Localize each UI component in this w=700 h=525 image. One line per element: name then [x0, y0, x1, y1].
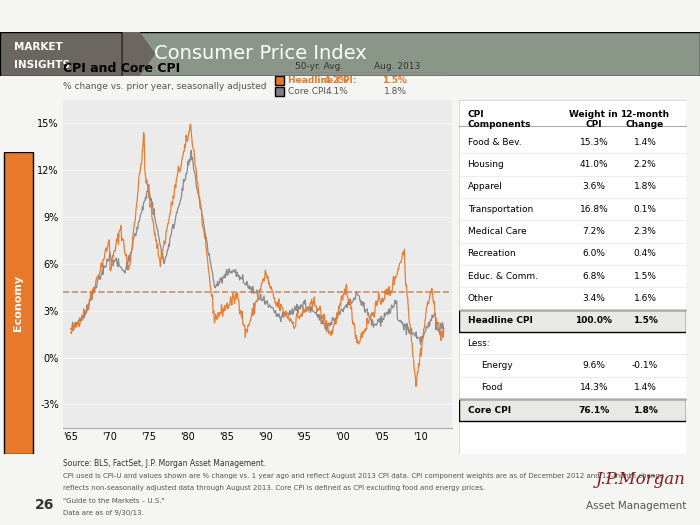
Text: 41.0%: 41.0% — [580, 160, 608, 169]
Text: Food: Food — [482, 383, 503, 392]
Text: Headline CPI:: Headline CPI: — [288, 76, 357, 85]
Text: Core CPI:: Core CPI: — [288, 87, 329, 97]
Text: 0.1%: 0.1% — [634, 205, 657, 214]
Text: 26: 26 — [35, 498, 55, 512]
Text: 1.4%: 1.4% — [634, 383, 657, 392]
Text: J.P.Morgan: J.P.Morgan — [596, 471, 686, 488]
Text: 100.0%: 100.0% — [575, 316, 612, 325]
Text: CPI: CPI — [585, 120, 602, 129]
Text: 9.6%: 9.6% — [582, 361, 606, 370]
Text: 6.8%: 6.8% — [582, 271, 606, 280]
Text: Source: BLS, FactSet, J.P. Morgan Asset Management.: Source: BLS, FactSet, J.P. Morgan Asset … — [63, 459, 266, 468]
Text: 6.0%: 6.0% — [582, 249, 606, 258]
FancyBboxPatch shape — [458, 310, 686, 332]
Text: % change vs. prior year, seasonally adjusted: % change vs. prior year, seasonally adju… — [63, 82, 267, 91]
Text: Core CPI: Core CPI — [468, 405, 511, 415]
Text: 1.8%: 1.8% — [634, 182, 657, 191]
Text: CPI and Core CPI: CPI and Core CPI — [63, 62, 180, 75]
Text: 15.3%: 15.3% — [580, 138, 608, 146]
Text: -0.1%: -0.1% — [632, 361, 658, 370]
Text: 4.1%: 4.1% — [326, 87, 349, 97]
Text: 1.4%: 1.4% — [634, 138, 657, 146]
Text: Consumer Price Index: Consumer Price Index — [154, 44, 367, 64]
Text: Energy: Energy — [482, 361, 513, 370]
Text: 1.5%: 1.5% — [633, 316, 657, 325]
Text: Data are as of 9/30/13.: Data are as of 9/30/13. — [63, 510, 144, 516]
Text: 3.6%: 3.6% — [582, 182, 606, 191]
Text: MARKET: MARKET — [14, 42, 63, 52]
Text: Educ. & Comm.: Educ. & Comm. — [468, 271, 538, 280]
Text: Headline CPI: Headline CPI — [468, 316, 533, 325]
Text: Other: Other — [468, 294, 493, 303]
Text: 3.4%: 3.4% — [582, 294, 606, 303]
Text: 0.4%: 0.4% — [634, 249, 657, 258]
Text: Aug. 2013: Aug. 2013 — [374, 62, 420, 71]
Text: 7.2%: 7.2% — [582, 227, 606, 236]
FancyArrow shape — [122, 29, 155, 78]
Text: 12-month: 12-month — [620, 110, 670, 119]
FancyBboxPatch shape — [458, 399, 686, 421]
FancyBboxPatch shape — [0, 32, 122, 76]
FancyBboxPatch shape — [458, 100, 686, 454]
Text: 76.1%: 76.1% — [578, 405, 610, 415]
Text: Housing: Housing — [468, 160, 504, 169]
Text: 1.5%: 1.5% — [634, 271, 657, 280]
Text: 1.8%: 1.8% — [633, 405, 657, 415]
FancyBboxPatch shape — [122, 32, 700, 76]
Text: 4.2%: 4.2% — [323, 76, 349, 85]
Text: Food & Bev.: Food & Bev. — [468, 138, 522, 146]
Text: 50-yr. Avg.: 50-yr. Avg. — [295, 62, 344, 71]
Text: Apparel: Apparel — [468, 182, 503, 191]
Text: CPI: CPI — [468, 110, 484, 119]
Text: INSIGHTS: INSIGHTS — [14, 60, 70, 70]
Text: 1.5%: 1.5% — [382, 76, 407, 85]
Text: Weight in: Weight in — [570, 110, 618, 119]
Text: 16.8%: 16.8% — [580, 205, 608, 214]
Text: Recreation: Recreation — [468, 249, 516, 258]
Text: "Guide to the Markets – U.S.": "Guide to the Markets – U.S." — [63, 498, 164, 503]
Text: 14.3%: 14.3% — [580, 383, 608, 392]
Text: 2.2%: 2.2% — [634, 160, 657, 169]
Text: Less:: Less: — [468, 339, 490, 348]
Text: Medical Care: Medical Care — [468, 227, 526, 236]
Text: 1.8%: 1.8% — [384, 87, 407, 97]
FancyBboxPatch shape — [274, 87, 284, 97]
Text: Components: Components — [468, 120, 531, 129]
Text: 2.3%: 2.3% — [634, 227, 657, 236]
Text: Transportation: Transportation — [468, 205, 533, 214]
Text: reflects non-seasonally adjusted data through August 2013. Core CPI is defined a: reflects non-seasonally adjusted data th… — [63, 486, 485, 491]
Text: 1.6%: 1.6% — [634, 294, 657, 303]
Text: Change: Change — [626, 120, 664, 129]
Text: Asset Management: Asset Management — [586, 501, 686, 511]
Text: CPI used is CPI-U and values shown are % change vs. 1 year ago and reflect Augus: CPI used is CPI-U and values shown are %… — [63, 473, 664, 479]
Text: Economy: Economy — [13, 275, 22, 331]
FancyBboxPatch shape — [4, 152, 34, 454]
FancyBboxPatch shape — [274, 76, 284, 85]
